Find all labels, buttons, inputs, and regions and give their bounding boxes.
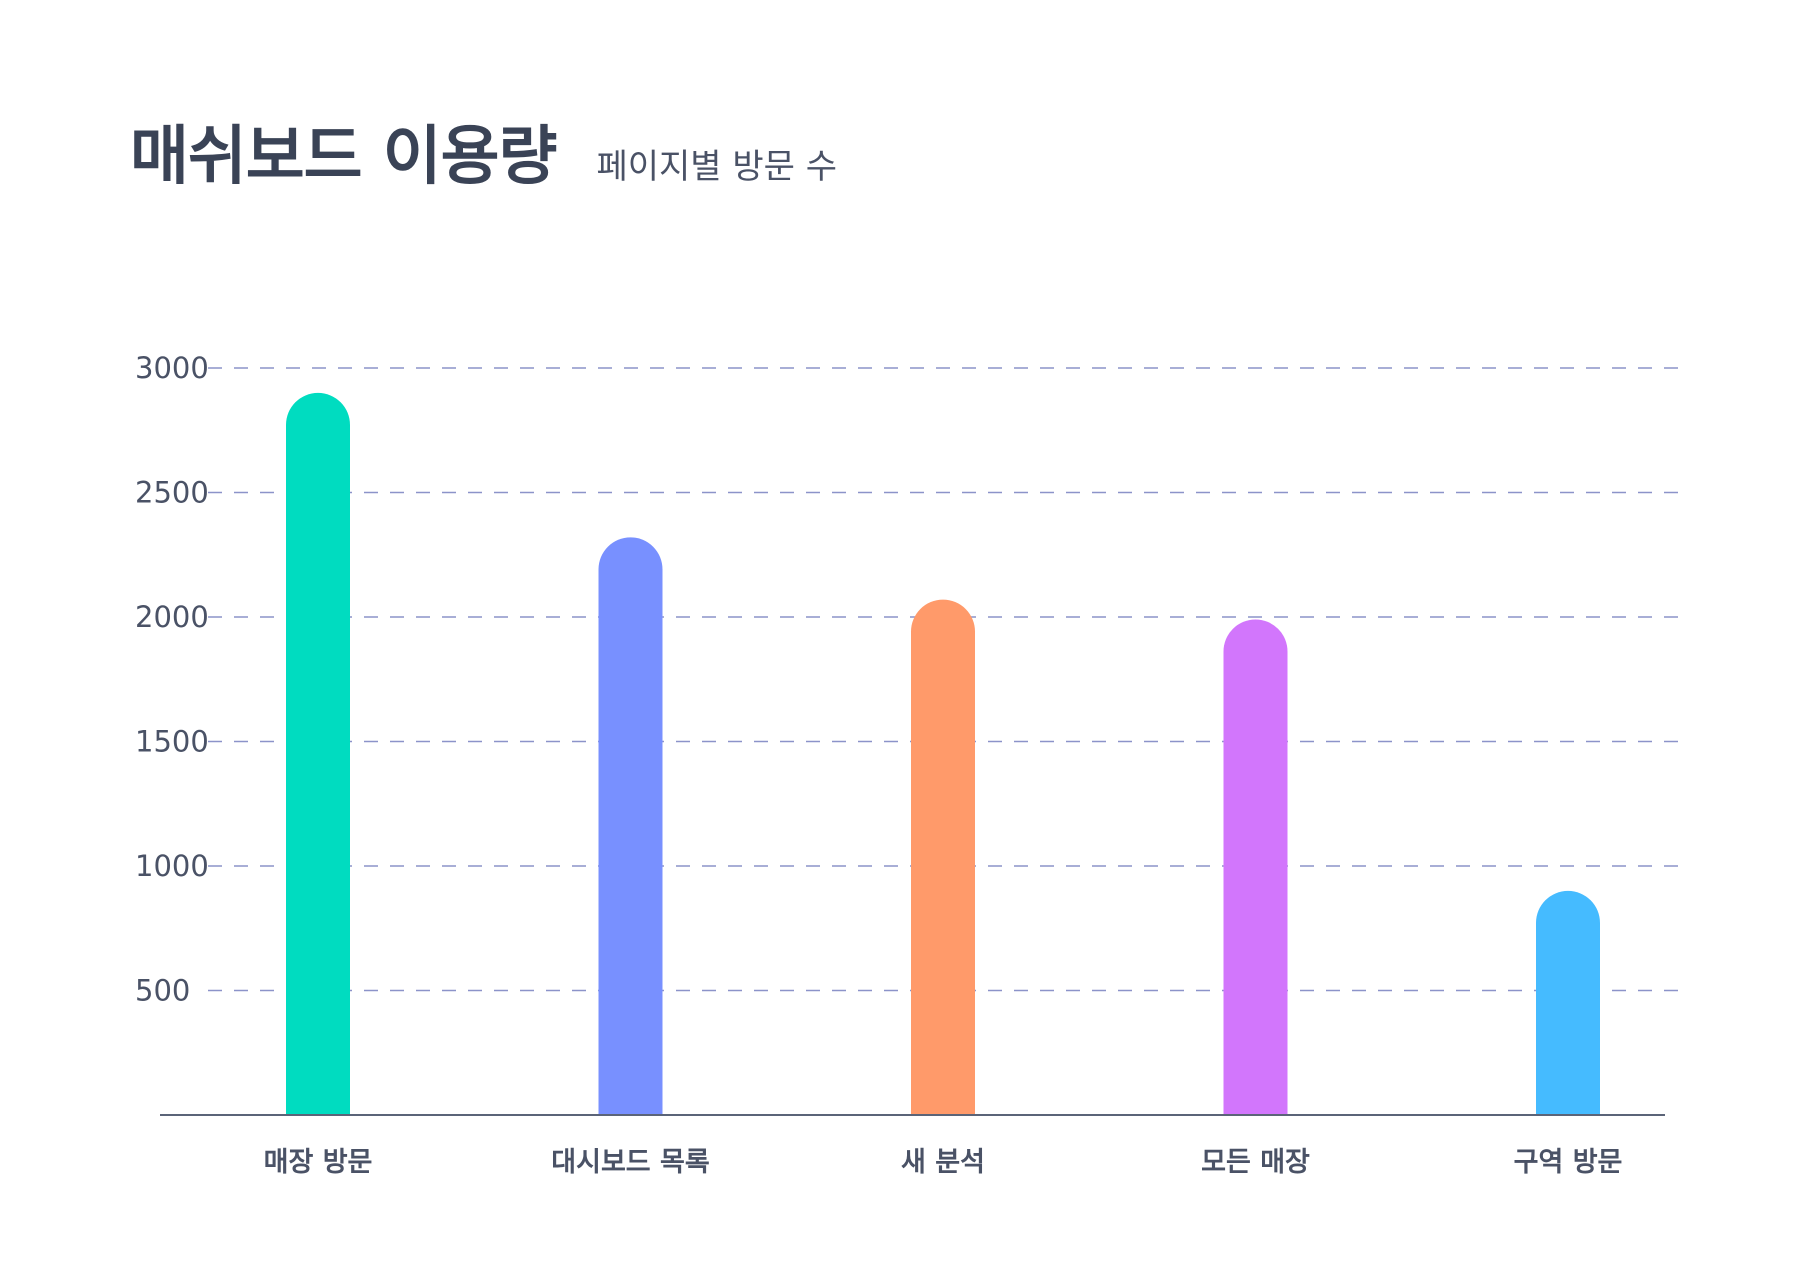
- x-tick-label: 구역 방문: [1514, 1147, 1623, 1178]
- bar: [598, 537, 663, 1115]
- x-tick-label: 새 분석: [901, 1147, 985, 1178]
- chart-header: 매쉬보드 이용량 페이지별 방문 수: [130, 105, 838, 194]
- bar: [1223, 619, 1288, 1115]
- bar: [1536, 890, 1600, 1115]
- y-tick-label: 2500: [135, 476, 209, 510]
- x-tick-label: 매장 방문: [264, 1147, 373, 1178]
- y-tick-label: 500: [135, 974, 190, 1008]
- chart-subtitle: 페이지별 방문 수: [596, 147, 838, 187]
- x-axis-labels: 매장 방문 대시보드 목록 새 분석 모든 매장 구역 방문: [264, 1147, 1623, 1178]
- y-axis-ticks: 500 1000 1500 2000 2500 3000: [135, 351, 209, 1008]
- chart-title: 매쉬보드 이용량: [130, 120, 557, 194]
- y-tick-label: 2000: [135, 600, 209, 634]
- x-tick-label: 대시보드 목록: [551, 1147, 709, 1178]
- y-tick-label: 1500: [135, 725, 209, 759]
- bar: [286, 392, 350, 1115]
- bar: [911, 599, 975, 1115]
- y-tick-label: 3000: [135, 351, 209, 385]
- x-tick-label: 모든 매장: [1201, 1147, 1310, 1178]
- bars: [286, 392, 1600, 1115]
- y-tick-label: 1000: [135, 849, 209, 883]
